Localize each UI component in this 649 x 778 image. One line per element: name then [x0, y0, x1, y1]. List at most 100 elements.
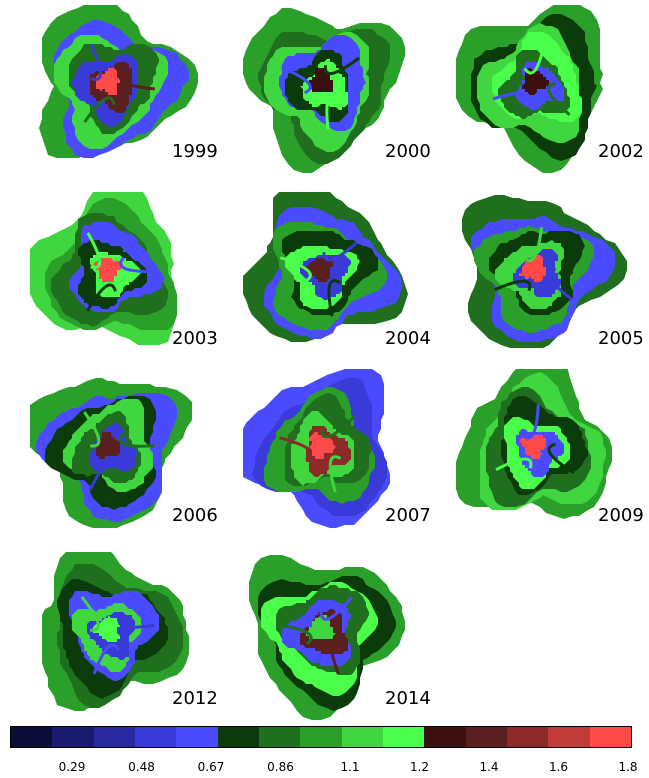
map-streak: [547, 442, 575, 475]
map-streak: [327, 279, 341, 317]
colorbar-tick-label: 1.4: [479, 760, 499, 774]
map-streak: [80, 596, 100, 632]
colorbar-swatch: [258, 727, 301, 747]
map-panel-2002: 2002: [456, 5, 649, 175]
map-streak: [278, 623, 313, 646]
colorbar-swatch: [548, 727, 590, 747]
colorbar-ticks: 0.29 0.48 0.67 0.86 1.1 1.2 1.4 1.6 1.8: [10, 760, 638, 776]
map-image: [249, 555, 405, 720]
colorbar-tick-label: 1.2: [409, 760, 430, 774]
colorbar-tick-label: 0.86: [267, 760, 294, 774]
map-panel-2012: 2012: [30, 552, 230, 722]
map-streak: [280, 66, 312, 95]
map-streak: [86, 232, 102, 270]
map-streak: [89, 43, 102, 81]
map-panel-2004: 2004: [243, 192, 443, 362]
map-panel-2003: 2003: [30, 192, 230, 362]
map-region: [519, 435, 546, 459]
year-label: 1999: [172, 141, 218, 162]
map-image: [39, 5, 198, 158]
map-region: [309, 432, 336, 459]
colorbar-swatch: [176, 727, 218, 747]
colorbar-swatch: [424, 727, 466, 747]
map-panel-2005: 2005: [456, 192, 649, 362]
colorbar-swatch: [465, 727, 507, 747]
map-region: [522, 68, 549, 95]
colorbar-swatch: [300, 727, 342, 747]
map-panel-2007: 2007: [243, 369, 443, 539]
year-label: 2005: [598, 328, 644, 349]
map-streak: [118, 432, 155, 448]
map-image: [30, 192, 177, 345]
map-streak: [322, 241, 358, 262]
map-panel-1999: 1999: [30, 5, 230, 175]
map-region: [306, 615, 336, 639]
year-label: 2009: [598, 505, 644, 526]
map-streak: [494, 279, 532, 292]
year-label: 2004: [385, 328, 431, 349]
year-label: 2007: [385, 505, 431, 526]
colorbar: [10, 726, 632, 748]
colorbar-swatch: [134, 727, 177, 747]
map-panel-2014: 2014: [243, 552, 443, 722]
colorbar-swatch: [382, 727, 425, 747]
year-label: 2000: [385, 141, 431, 162]
map-streak: [324, 56, 360, 75]
map-streak: [547, 267, 573, 301]
map-streak: [329, 637, 342, 675]
map-region: [96, 432, 120, 459]
map-image: [456, 369, 612, 519]
map-panel-2009: 2009: [456, 369, 649, 539]
map-streak: [88, 460, 119, 491]
map-streak: [86, 283, 117, 312]
year-label: 2014: [385, 688, 431, 709]
map-image: [30, 378, 192, 528]
map-streak: [523, 40, 547, 75]
map-streak: [83, 96, 116, 124]
year-label: 2003: [172, 328, 218, 349]
map-region: [93, 615, 120, 642]
map-streak: [279, 436, 313, 461]
map-image: [243, 192, 408, 342]
map-streak: [521, 403, 540, 440]
map-streak: [325, 93, 340, 130]
map-streak: [319, 596, 353, 621]
colorbar-swatch: [506, 727, 549, 747]
colorbar-tick-label: 1.1: [340, 760, 360, 774]
map-streak: [320, 415, 356, 439]
colorbar-tick-label: 1.8: [618, 760, 638, 774]
map-region: [96, 68, 120, 95]
map-streak: [522, 227, 544, 262]
map-image: [456, 5, 603, 173]
map-streak: [492, 91, 531, 104]
year-label: 2006: [172, 505, 218, 526]
map-streak: [495, 457, 533, 472]
colorbar-swatch: [217, 727, 259, 747]
map-streak: [279, 256, 312, 283]
map-grid: 1999 2000 2002 2003 2004 2005 2006 2007 2009 2012…: [30, 5, 649, 722]
colorbar-swatch: [11, 727, 53, 747]
colorbar-tick-label: 0.67: [197, 760, 225, 774]
map-region: [519, 255, 546, 282]
map-streak: [547, 82, 571, 117]
map-region: [306, 258, 333, 282]
map-streak: [328, 455, 342, 493]
map-streak: [83, 411, 101, 448]
colorbar-swatch: [52, 727, 94, 747]
map-streak: [119, 70, 155, 91]
colorbar-swatch: [341, 727, 383, 747]
colorbar-tick-label: 1.6: [548, 760, 569, 774]
map-streak: [117, 614, 155, 629]
colorbar-swatch: [93, 727, 135, 747]
colorbar-tick-label: 0.48: [128, 760, 155, 774]
map-image: [42, 552, 189, 711]
map-image: [243, 369, 390, 528]
colorbar-swatch: [589, 727, 631, 747]
map-panel-2006: 2006: [30, 369, 230, 539]
year-label: 2002: [598, 141, 644, 162]
map-image: [243, 8, 405, 173]
map-image: [462, 195, 627, 348]
year-label: 2012: [172, 688, 218, 709]
map-streak: [92, 643, 120, 675]
colorbar-tick-label: 0.29: [58, 760, 86, 774]
